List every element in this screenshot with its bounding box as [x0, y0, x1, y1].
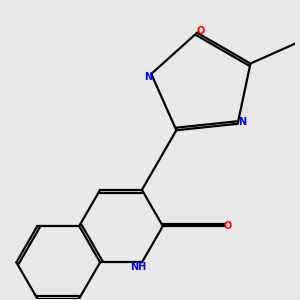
Text: N: N [144, 72, 152, 82]
Text: O: O [196, 26, 205, 36]
Text: NH: NH [130, 262, 146, 272]
Text: O: O [223, 221, 232, 231]
Text: N: N [238, 117, 246, 127]
